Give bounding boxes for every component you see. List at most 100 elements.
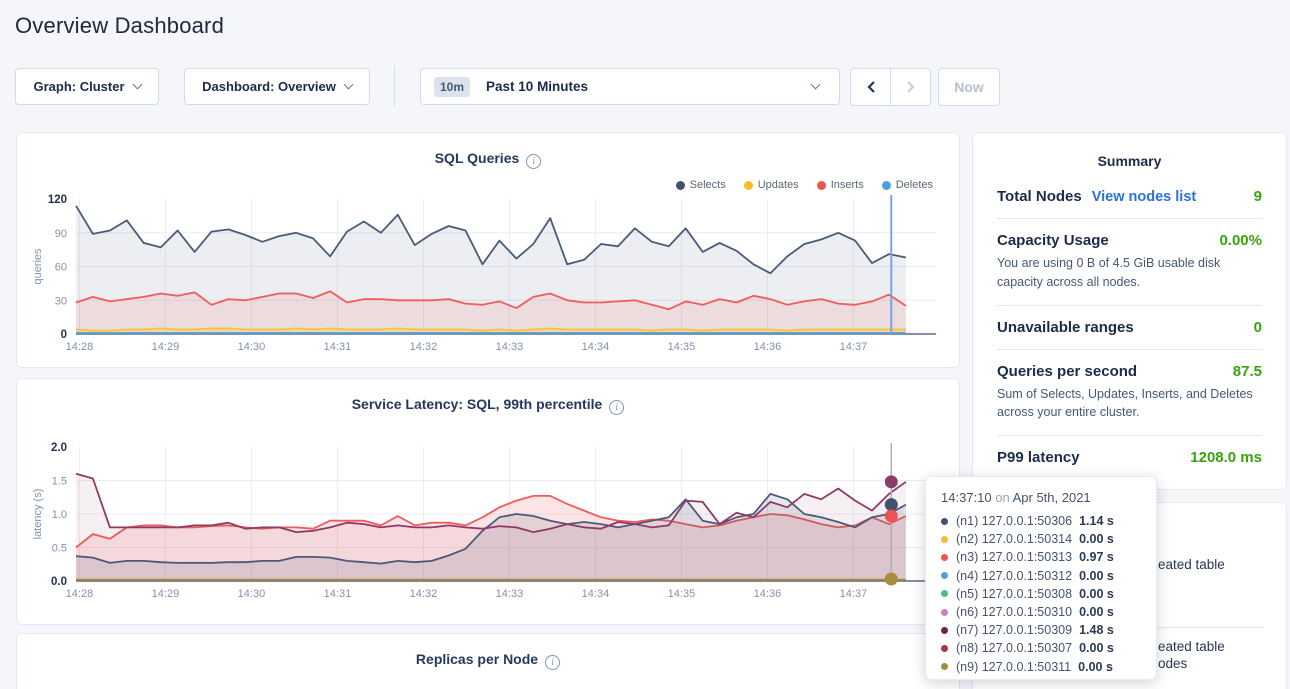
summary-row-label: Queries per second — [997, 363, 1137, 380]
summary-row: Queries per second87.5Sum of Selects, Up… — [997, 350, 1262, 437]
summary-row-label: Total Nodes — [997, 188, 1082, 205]
chevron-down-icon — [343, 80, 353, 90]
hover-point-marker — [885, 475, 898, 488]
y-tick-label: 0 — [61, 329, 67, 341]
node-color-dot-icon — [941, 590, 948, 597]
dashboard-dropdown-label: Dashboard: Overview — [202, 79, 336, 94]
now-button[interactable]: Now — [938, 68, 1000, 106]
tooltip-node-value: 0.97 s — [1079, 550, 1114, 564]
time-range-label: Past 10 Minutes — [486, 79, 588, 94]
y-tick-label: 0.5 — [52, 543, 67, 555]
x-tick-label: 14:31 — [324, 588, 352, 600]
tooltip-node-value: 0.00 s — [1079, 641, 1114, 655]
summary-panel: Summary Total Nodes View nodes list 9 Capac… — [972, 132, 1287, 490]
tooltip-node-row: (n9) 127.0.0.1:50311 0.00 s — [941, 658, 1141, 676]
sql-queries-chart-card: SQL Queriesi SelectsUpdatesInsertsDelete… — [16, 132, 960, 368]
x-tick-label: 14:28 — [66, 588, 94, 600]
time-prev-button[interactable] — [850, 68, 891, 106]
x-tick-label: 14:33 — [496, 341, 524, 353]
tooltip-node-name: (n9) 127.0.0.1:50311 — [956, 660, 1071, 674]
tooltip-node-value: 0.00 s — [1079, 587, 1114, 601]
chevron-right-icon — [906, 80, 916, 94]
x-tick-label: 14:34 — [582, 588, 610, 600]
summary-title: Summary — [973, 133, 1286, 169]
node-color-dot-icon — [941, 536, 948, 543]
tooltip-node-name: (n7) 127.0.0.1:50309 — [956, 623, 1072, 637]
summary-row-label: Capacity Usage — [997, 232, 1109, 249]
summary-rows: Total Nodes View nodes list 9 Capacity Usag… — [973, 169, 1286, 479]
y-tick-label: 30 — [55, 295, 67, 307]
tooltip-node-list: (n1) 127.0.0.1:503061.14 s(n2) 127.0.0.1… — [941, 512, 1141, 676]
toolbar-divider — [394, 66, 395, 107]
replicas-per-node-chart-card: Replicas per Nodei — [16, 633, 960, 689]
x-tick-label: 14:30 — [238, 588, 266, 600]
tooltip-node-value: 1.14 s — [1079, 514, 1114, 528]
x-tick-label: 14:32 — [410, 588, 438, 600]
info-icon[interactable]: i — [545, 655, 560, 670]
y-tick-label: 60 — [55, 262, 67, 274]
tooltip-node-name: (n4) 127.0.0.1:50312 — [956, 569, 1072, 583]
event-item-text: odes — [1158, 656, 1187, 671]
hover-point-marker — [885, 572, 898, 585]
tooltip-node-name: (n8) 127.0.0.1:50307 — [956, 641, 1072, 655]
tooltip-node-value: 0.00 s — [1079, 569, 1114, 583]
y-tick-label: 0.0 — [51, 576, 67, 588]
summary-row: P99 latency1208.0 ms — [997, 436, 1262, 479]
time-next-button[interactable] — [890, 68, 931, 106]
x-tick-label: 14:29 — [152, 341, 180, 353]
tooltip-node-name: (n1) 127.0.0.1:50306 — [956, 514, 1072, 528]
dashboard-dropdown[interactable]: Dashboard: Overview — [184, 68, 370, 105]
x-tick-label: 14:32 — [410, 341, 438, 353]
summary-row-label: P99 latency — [997, 449, 1080, 466]
tooltip-node-value: 0.00 s — [1079, 605, 1114, 619]
x-tick-label: 14:35 — [668, 341, 696, 353]
service-latency-chart[interactable]: 14:28 14:29 14:30 14:31 14:32 14:33 14:34 14:35… — [17, 379, 961, 626]
tooltip-node-row: (n7) 127.0.0.1:50309 1.48 s — [941, 621, 1141, 639]
y-tick-label: 2.0 — [51, 442, 67, 454]
summary-row-value: 0 — [1254, 319, 1262, 336]
summary-row-value: 0.00% — [1219, 232, 1262, 249]
node-color-dot-icon — [941, 645, 948, 652]
tooltip-node-row: (n6) 127.0.0.1:50310 0.00 s — [941, 603, 1141, 621]
event-item-text: eated table — [1158, 557, 1225, 572]
tooltip-node-row: (n4) 127.0.0.1:50312 0.00 s — [941, 567, 1141, 585]
view-nodes-link[interactable]: View nodes list — [1092, 189, 1197, 205]
x-tick-label: 14:28 — [66, 341, 94, 353]
page-title: Overview Dashboard — [15, 13, 224, 39]
x-tick-label: 14:35 — [668, 588, 696, 600]
time-range-dropdown[interactable]: 10m Past 10 Minutes — [420, 68, 840, 105]
summary-row-label: Unavailable ranges — [997, 319, 1134, 336]
tooltip-node-name: (n3) 127.0.0.1:50313 — [956, 550, 1072, 564]
tooltip-timestamp: 14:37:10 on Apr 5th, 2021 — [941, 490, 1141, 505]
time-range-badge: 10m — [434, 77, 470, 97]
chevron-left-icon — [866, 80, 876, 94]
x-tick-label: 14:29 — [152, 588, 180, 600]
x-tick-label: 14:33 — [496, 588, 524, 600]
node-color-dot-icon — [941, 627, 948, 634]
summary-row-description: Sum of Selects, Updates, Inserts, and De… — [997, 385, 1262, 423]
tooltip-node-value: 0.00 s — [1078, 660, 1113, 674]
y-tick-label: 1.0 — [52, 509, 67, 521]
x-tick-label: 14:34 — [582, 341, 610, 353]
x-tick-label: 14:37 — [840, 341, 868, 353]
tooltip-node-row: (n8) 127.0.0.1:50307 0.00 s — [941, 639, 1141, 657]
node-color-dot-icon — [941, 554, 948, 561]
hover-point-marker — [885, 498, 898, 511]
x-tick-label: 14:36 — [754, 588, 782, 600]
y-tick-label: 1.5 — [52, 476, 67, 488]
x-tick-label: 14:36 — [754, 341, 782, 353]
y-tick-label: 120 — [48, 194, 67, 206]
graph-dropdown[interactable]: Graph: Cluster — [15, 68, 159, 105]
tooltip-node-value: 1.48 s — [1079, 623, 1114, 637]
node-color-dot-icon — [941, 572, 948, 579]
y-axis-label: latency (s) — [32, 489, 44, 540]
service-latency-chart-card: Service Latency: SQL, 99th percentilei 1… — [16, 378, 960, 625]
sql-queries-chart[interactable]: 14:2814:2914:3014:3114:3214:3314:3414:35… — [17, 133, 961, 369]
x-tick-label: 14:31 — [324, 341, 352, 353]
node-color-dot-icon — [941, 518, 948, 525]
node-color-dot-icon — [941, 663, 948, 670]
tooltip-node-name: (n6) 127.0.0.1:50310 — [956, 605, 1072, 619]
tooltip-node-name: (n5) 127.0.0.1:50308 — [956, 587, 1072, 601]
summary-row: Total Nodes View nodes list 9 — [997, 175, 1262, 219]
summary-row-value: 9 — [1254, 188, 1262, 205]
